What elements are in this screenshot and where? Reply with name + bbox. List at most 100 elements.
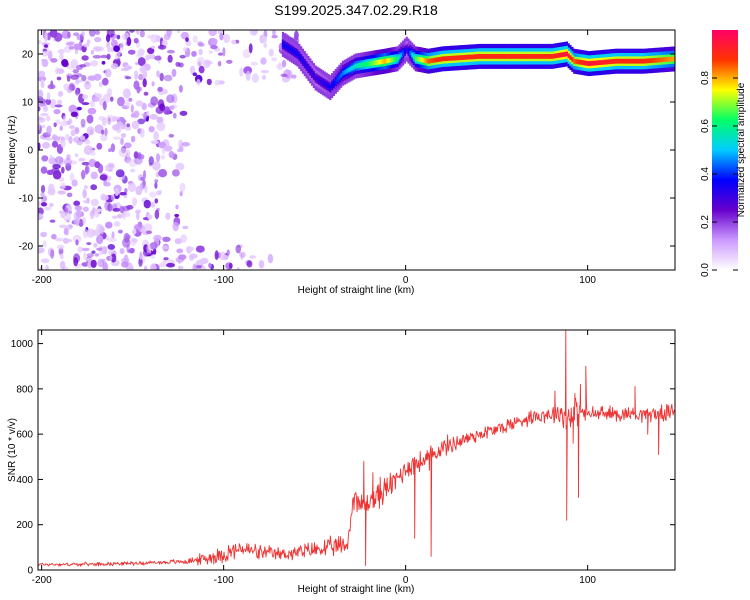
spectrogram-cell [90,171,99,180]
spectrogram-cell [40,184,46,193]
spectrogram-cell [45,98,51,106]
spectrogram-ridge-cell [514,54,517,59]
spectrogram-cell [197,61,201,67]
spectrogram-cell [235,244,242,254]
spectrogram-cell [82,94,88,100]
spectrogram-cell [174,213,180,218]
spectrogram-cell [160,155,166,160]
spectrogram-ridge-cell [431,58,434,63]
spectrogram-cell [44,206,52,211]
spectrogram-cell [41,51,49,57]
spectrogram-cell [68,118,73,124]
spectrogram-cell [258,260,265,269]
spectrogram-ridge-cell [349,66,352,72]
spectrogram-cell [107,162,115,168]
snr-xtick-label: -200 [32,575,52,586]
spectrogram-cell [192,72,198,77]
spectrogram-cell [98,116,106,121]
spectrogram-cell [81,262,90,267]
spectrogram-ridge-cell [412,54,416,60]
spectrogram-cell [74,80,80,85]
spectrogram-ridge-cell [465,54,468,60]
spectrogram-ridge-cell [292,49,295,54]
spectrogram-cell [175,162,185,171]
spectrogram-ridge-cell [627,58,630,64]
spectrogram-cell [214,79,221,86]
spectrogram-cell [56,244,65,250]
spectrogram-cell [67,31,71,39]
spectrogram-cell [231,39,237,45]
spectrogram-cell [53,122,57,128]
spectrogram-cell [198,65,205,74]
spectrogram-cell [262,74,266,80]
spectrogram-ridge-cell [338,74,341,80]
spectrogram-ridge-cell [309,68,312,74]
spectrogram-cell [94,161,101,169]
spectrogram-cell [137,48,145,56]
spectrogram-cell [103,181,111,187]
colorbar-axes: 0.0 0.2 0.4 0.6 0.8 [700,71,738,277]
spectrogram-cell [146,244,152,253]
spectrogram-cell [172,221,179,232]
spectrogram-cell [54,67,60,75]
spectrogram-cell [90,49,94,55]
spectrogram-cell [68,136,73,144]
spectrogram-cell [110,194,116,201]
spectrogram-cell [146,110,150,116]
spectrogram-ridge-cell [558,52,561,58]
spectrogram-cell [134,70,139,81]
snr-frame [37,329,676,571]
spectrogram-ridge-cell [440,56,443,62]
spectrogram-cell [119,248,125,255]
spectrogram-cell [105,114,115,123]
spectrogram-cell [130,168,136,173]
spectrogram-cell [68,45,75,50]
spectrogram-ridge-cell [427,58,430,64]
spectrogram-cell [147,214,153,220]
spectrogram-cell [106,53,111,60]
spectrogram-cell [73,32,80,36]
spectrogram-cell [148,126,155,131]
spectrogram-cell [178,62,184,68]
spectrogram-cell [81,247,90,252]
spectrogram-cell [185,37,189,42]
spectrogram-ridge-cell [618,58,621,64]
spectrogram-ridge-cell [616,58,619,64]
spectrogram-cell [130,104,134,113]
spectrogram-cell [130,135,136,143]
spectrogram-cell [106,88,113,97]
spectrogram-ridge-cell [405,46,408,52]
spectrogram-cell [120,67,129,72]
spectrogram-ridge-cell [416,56,419,62]
spectrogram-cell [179,182,186,192]
spectrogram-cell [189,253,198,259]
spectrogram-cell [152,161,161,171]
spectrogram-cell [81,161,91,166]
spectrogram-cell [113,136,121,140]
spectrogram-cell [147,54,156,60]
spectrogram-cell [99,225,105,235]
spectrogram-cell [143,223,153,233]
spectrogram-ridge-cell [374,60,377,66]
spectrogram-cell [57,49,65,54]
spectrogram-ridge-cell [551,54,554,59]
spectrogram-cell [156,116,164,124]
spectrogram-ridge-cell [418,57,421,62]
spectrogram-cell [65,133,70,141]
spectrogram-cell [107,237,117,243]
spectrogram-cell [123,232,130,243]
spectrogram-cell [85,257,93,262]
spectrogram-cell [157,189,162,195]
spectrogram-ridge-cell [341,70,345,76]
spectrogram-cell [46,125,52,135]
spectrogram-ridge-cell [469,54,472,60]
spectrogram-ridge-cell [573,58,576,64]
spectrogram-cell [84,166,89,176]
spectrogram-cell [151,45,156,49]
spectrogram-ridge-cell [653,58,656,63]
spectrogram-cell [112,215,118,219]
spectrogram-cell [150,254,155,259]
spectrogram-ridge-cell [507,54,510,59]
spectrogram-ridge-cell [329,85,332,90]
spectrogram-ridge-cell [574,59,578,64]
